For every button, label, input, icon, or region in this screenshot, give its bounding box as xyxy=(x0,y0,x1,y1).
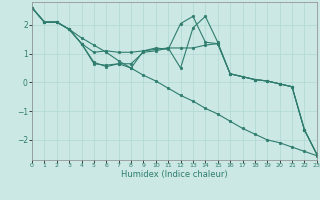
X-axis label: Humidex (Indice chaleur): Humidex (Indice chaleur) xyxy=(121,170,228,179)
